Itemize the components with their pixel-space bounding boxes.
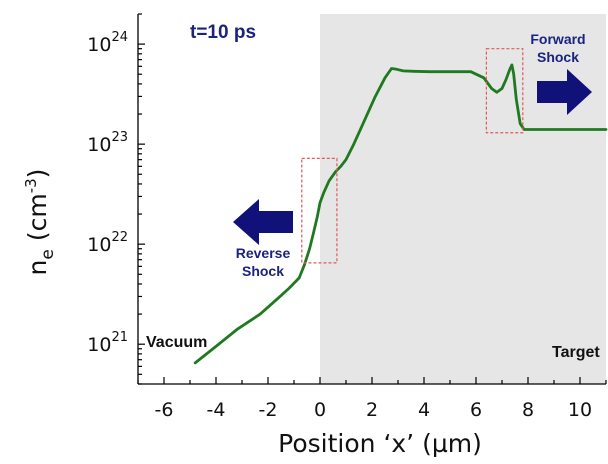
density-series-line: [193, 63, 608, 365]
forward-shock-label-line1: Forward: [530, 31, 585, 47]
highlight-box-1: [301, 157, 338, 264]
y-tick-label: 1024: [87, 30, 128, 56]
axes: 1021 1022 1023 1024 -6 -4 -2 0 2 4 6 8 10: [87, 13, 607, 421]
target-label: Target: [552, 344, 600, 361]
y-axis-title: ne (cm-3): [22, 169, 58, 276]
x-tick-label: -4: [207, 399, 226, 421]
x-tick-label: -2: [259, 399, 278, 421]
x-tick-label: 2: [366, 399, 378, 421]
y-axis-ticks: 1021 1022 1023 1024: [87, 13, 145, 385]
plot-area: [193, 63, 608, 365]
y-tick-label: 1022: [87, 230, 128, 256]
x-tick-label: 6: [470, 399, 482, 421]
reverse-shock-label-line1: Reverse: [236, 245, 291, 261]
highlight-boxes: [301, 48, 524, 264]
x-axis-title: Position ‘x’ (µm): [278, 429, 482, 458]
forward-shock-label-line2: Shock: [537, 49, 579, 65]
x-tick-label: -6: [155, 399, 174, 421]
x-tick-label: 10: [568, 399, 592, 421]
x-tick-label: 8: [522, 399, 534, 421]
reverse-shock-label-line2: Shock: [242, 263, 284, 279]
reverse-shock-arrow: [233, 199, 293, 245]
y-tick-label: 1023: [87, 130, 128, 156]
time-annotation: t=10 ps: [190, 22, 256, 43]
x-axis-ticks: -6 -4 -2 0 2 4 6 8 10: [137, 377, 607, 421]
x-tick-label: 4: [418, 399, 430, 421]
vacuum-label: Vacuum: [146, 334, 207, 351]
y-tick-label: 1021: [87, 330, 128, 356]
x-tick-label: 0: [314, 399, 326, 421]
target-shaded-region: [320, 14, 606, 384]
forward-shock-arrow: [537, 69, 592, 115]
